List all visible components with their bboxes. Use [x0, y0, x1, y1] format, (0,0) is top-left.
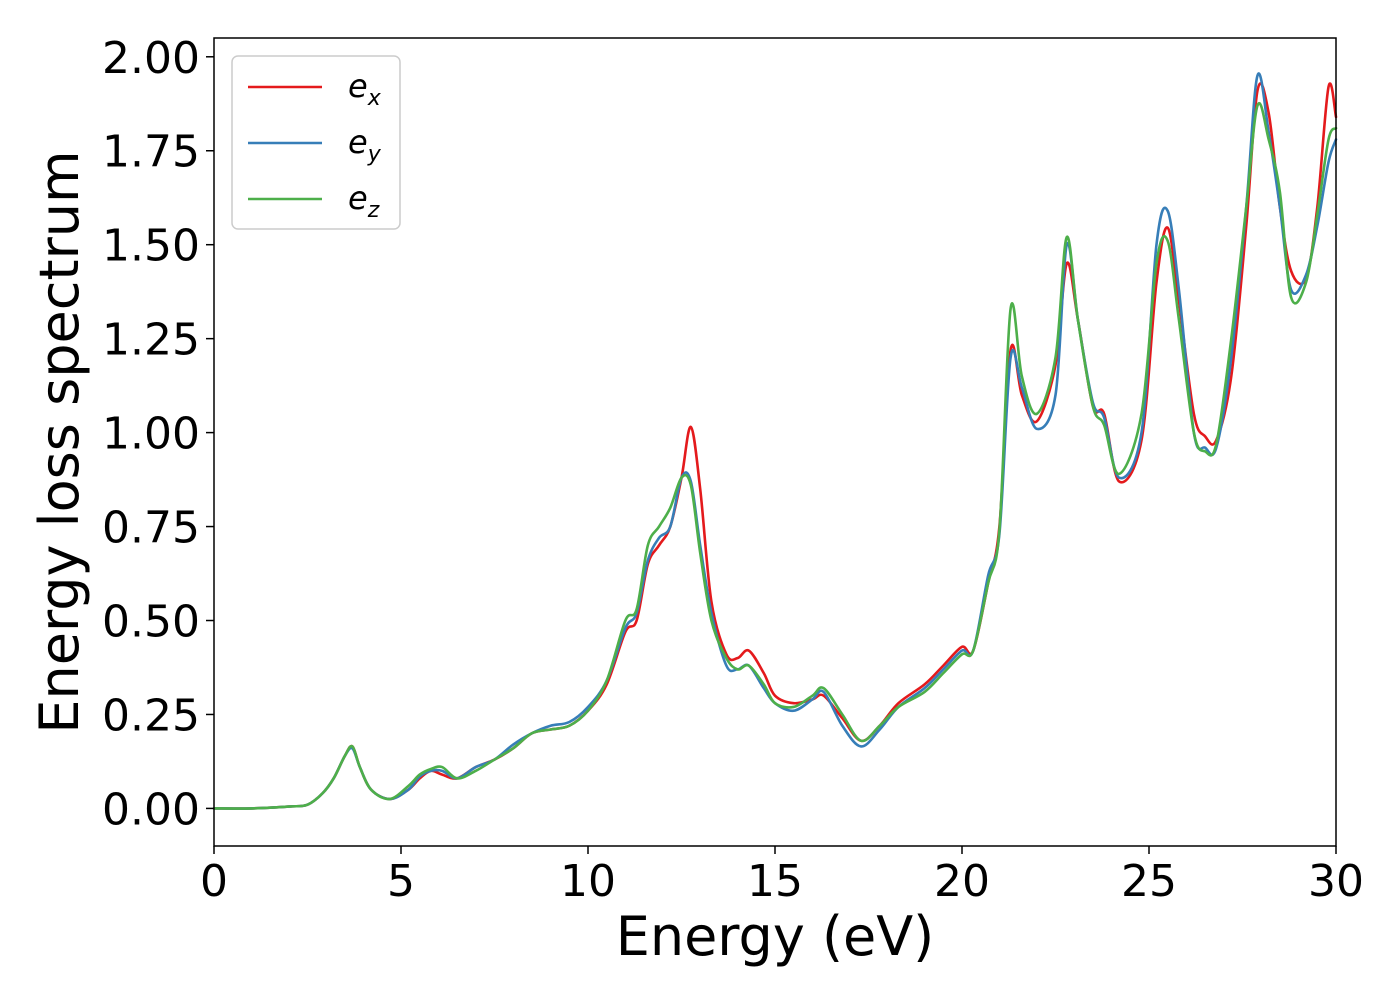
y-tick-label: 0.00	[102, 784, 200, 835]
y-tick-label: 1.00	[102, 409, 200, 460]
y-axis: 0.00 0.25 0.50 0.75 1.00 1.25 1.50 1.75 2.00	[102, 33, 214, 835]
series-layer	[212, 72, 1338, 810]
x-tick-label: 10	[560, 856, 616, 907]
x-tick-label: 15	[747, 856, 803, 907]
y-tick-label: 0.50	[102, 597, 200, 648]
legend-label-ez: ez	[348, 179, 380, 223]
x-tick-label: 20	[934, 856, 990, 907]
legend-label-ey: ey	[348, 123, 382, 167]
series-line-ex	[212, 82, 1338, 810]
plot-background	[214, 38, 1336, 846]
y-tick-label: 0.75	[102, 503, 200, 554]
x-tick-label: 30	[1308, 856, 1364, 907]
y-tick-label: 1.75	[102, 127, 200, 178]
legend: ex ey ez	[231, 55, 401, 230]
x-axis-title: Energy (eV)	[616, 905, 935, 968]
y-tick-label: 1.25	[102, 315, 200, 366]
y-tick-label: 2.00	[102, 33, 200, 84]
series-line-ez	[212, 101, 1338, 810]
y-axis-title: Energy loss spectrum	[28, 150, 91, 733]
y-tick-label: 0.25	[102, 690, 200, 741]
x-tick-label: 5	[387, 856, 415, 907]
x-tick-label: 0	[200, 856, 228, 907]
y-tick-label: 1.50	[102, 221, 200, 272]
x-tick-label: 25	[1121, 856, 1177, 907]
x-axis: 0 5 10 15 20 25 30	[200, 846, 1364, 907]
legend-label-ex: ex	[348, 67, 382, 111]
